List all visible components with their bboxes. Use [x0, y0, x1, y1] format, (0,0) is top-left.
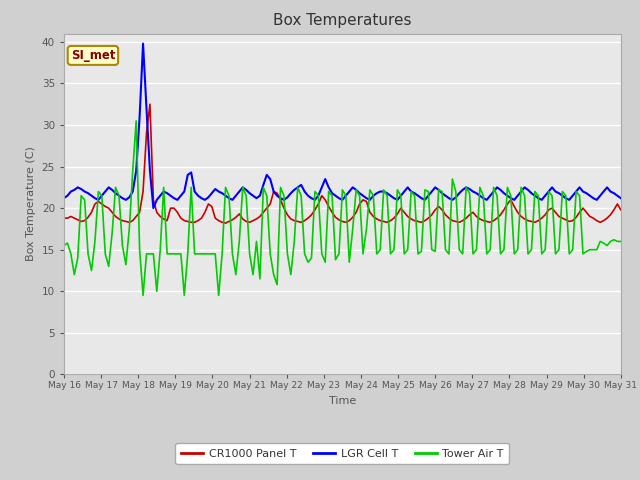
LGR Cell T	[221, 193, 229, 199]
X-axis label: Time: Time	[329, 396, 356, 406]
Legend: CR1000 Panel T, LGR Cell T, Tower Air T: CR1000 Panel T, LGR Cell T, Tower Air T	[175, 443, 509, 464]
Tower Air T	[582, 249, 590, 254]
CR1000 Panel T	[617, 207, 625, 213]
LGR Cell T	[60, 195, 68, 201]
Title: Box Temperatures: Box Temperatures	[273, 13, 412, 28]
Tower Air T	[318, 251, 326, 257]
Tower Air T	[140, 292, 147, 298]
LGR Cell T	[617, 195, 625, 201]
Tower Air T	[545, 189, 552, 194]
CR1000 Panel T	[545, 207, 552, 213]
CR1000 Panel T	[472, 214, 480, 219]
CR1000 Panel T	[582, 209, 590, 215]
LGR Cell T	[318, 184, 326, 190]
Tower Air T	[221, 184, 229, 190]
LGR Cell T	[140, 41, 147, 47]
Line: LGR Cell T: LGR Cell T	[64, 44, 621, 208]
Tower Air T	[617, 239, 625, 244]
Text: SI_met: SI_met	[70, 49, 115, 62]
Y-axis label: Box Temperature (C): Box Temperature (C)	[26, 146, 36, 262]
LGR Cell T	[582, 190, 590, 196]
Line: CR1000 Panel T: CR1000 Panel T	[64, 104, 621, 223]
Line: Tower Air T: Tower Air T	[64, 121, 621, 295]
CR1000 Panel T	[146, 101, 154, 107]
CR1000 Panel T	[318, 193, 326, 199]
CR1000 Panel T	[221, 220, 229, 226]
Tower Air T	[504, 184, 511, 190]
CR1000 Panel T	[218, 219, 226, 225]
CR1000 Panel T	[60, 215, 68, 221]
LGR Cell T	[504, 193, 511, 199]
CR1000 Panel T	[504, 201, 511, 207]
Tower Air T	[60, 243, 68, 249]
Tower Air T	[132, 118, 140, 124]
LGR Cell T	[472, 190, 480, 196]
Tower Air T	[472, 247, 480, 252]
LGR Cell T	[545, 189, 552, 194]
LGR Cell T	[150, 205, 157, 211]
